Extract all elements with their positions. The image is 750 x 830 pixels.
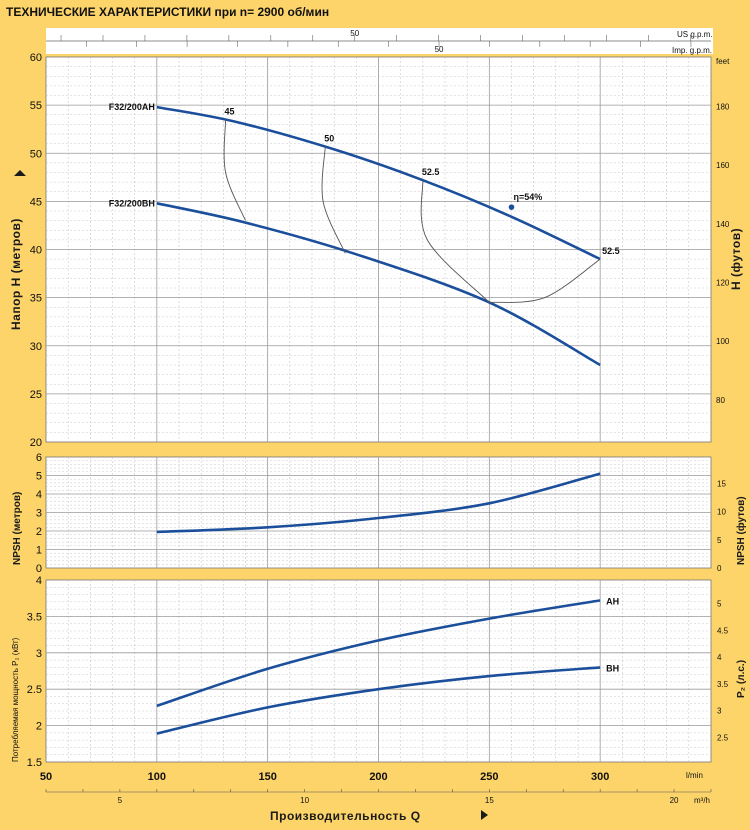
us-gpm-label: US g.p.m. [677,30,713,39]
npsh-right-tick-label: 15 [717,479,726,488]
head-y-title-right: H (футов) [729,228,743,290]
head-y-tick-label: 25 [30,389,42,401]
efficiency-label: 50 [324,134,334,144]
power-right-tick-label: 5 [717,599,722,608]
x-tick-label-lmin: 100 [148,771,166,783]
x-unit-lmin: l/min [686,771,703,780]
efficiency-eta-label: η=54% [514,192,543,202]
head-y-tick-label: 45 [30,196,42,208]
head-y-tick-label: 30 [30,341,42,353]
efficiency-iso-curve [223,119,246,221]
head-series-label: F32/200AH [109,102,155,112]
power-y-tick-label: 3 [36,648,42,660]
power-series-label: BH [606,663,619,673]
x-tick-label-lmin: 250 [480,771,498,783]
efficiency-label: 45 [225,107,235,117]
power-y-tick-label: 1.5 [27,757,42,769]
us-gpm-tick-label: 50 [350,29,359,38]
best-efficiency-point [508,204,515,210]
x-tick-label-m3h: 20 [670,796,679,805]
head-curve-f32-200bh [156,202,601,367]
tick-label-layer: 505020253035404550556001234561.522.533.5… [27,29,730,805]
x-tick-label-lmin: 300 [591,771,609,783]
efficiency-iso-curve [489,258,601,303]
x-unit-m3h: m³/h [694,796,710,805]
head-unit-feet: feet [716,57,730,66]
power-series-label: AH [606,596,619,606]
head-y-tick-label: 40 [30,245,42,257]
power-right-tick-label: 3.5 [717,680,729,689]
power-right-tick-label: 3 [717,707,722,716]
npsh-y-tick-label: 1 [36,545,42,557]
power-y-tick-label: 3.5 [27,611,42,623]
npsh-y-tick-label: 3 [36,508,42,520]
power-y-tick-label: 4 [36,575,42,587]
npsh-y-tick-label: 2 [36,526,42,538]
power-right-tick-label: 4.5 [717,626,729,635]
imp-gpm-tick-label: 50 [435,45,444,54]
power-curve-bh [156,666,601,735]
x-axis-title: Производительность Q [270,809,421,823]
head-right-tick-label: 100 [716,337,730,346]
power-y-title-right: P₂ (л.с.) [736,660,747,698]
head-right-tick-label: 160 [716,161,730,170]
npsh-y-title: NPSH (метров) [12,492,23,565]
head-right-tick-label: 180 [716,102,730,111]
head-right-tick-label: 120 [716,278,730,287]
power-y-tick-label: 2.5 [27,684,42,696]
npsh-y-tick-label: 5 [36,471,42,483]
head-right-tick-label: 80 [716,396,725,405]
head-y-tick-label: 35 [30,293,42,305]
x-tick-label-m3h: 10 [300,796,309,805]
curve-layer [156,105,601,735]
power-right-tick-label: 4 [717,653,722,662]
efficiency-iso-curve [321,146,346,254]
x-tick-label-m3h: 5 [118,796,123,805]
efficiency-label: 52.5 [422,167,440,177]
power-y-title: Потребляемая мощность P₂ (кВт) [11,637,20,762]
x-tick-label-lmin: 200 [369,771,387,783]
npsh-y-tick-label: 4 [36,489,42,501]
imp-gpm-label: Imp. g.p.m. [672,46,712,55]
panel-layer [45,28,713,793]
head-y-tick-label: 60 [30,52,42,64]
head-y-tick-label: 20 [30,437,42,449]
power-curve-ah [156,599,601,708]
power-right-tick-label: 2.5 [717,733,729,742]
npsh-right-tick-label: 5 [717,536,722,545]
npsh-y-tick-label: 6 [36,452,42,464]
npsh-curve [156,472,601,534]
npsh-y-tick-label: 0 [36,563,42,575]
x-tick-label-lmin: 50 [40,771,52,783]
npsh-y-title-right: NPSH (футов) [735,496,747,565]
npsh-right-tick-label: 0 [717,564,722,573]
head-right-tick-label: 140 [716,220,730,229]
efficiency-iso-curve [420,180,490,303]
x-tick-label-m3h: 15 [485,796,494,805]
head-axis-arrow-icon [14,170,26,176]
head-curve-f32-200ah [156,105,601,261]
efficiency-label: 52.5 [602,246,620,256]
npsh-right-tick-label: 10 [717,508,726,517]
head-y-title: Напор H (метров) [9,218,23,330]
x-tick-label-lmin: 150 [258,771,276,783]
head-series-label: F32/200BH [109,198,155,208]
flow-axis-arrow-icon [481,810,488,820]
chart-title: ТЕХНИЧЕСКИЕ ХАРАКТЕРИСТИКИ при n= 2900 о… [6,5,329,19]
head-y-tick-label: 50 [30,148,42,160]
head-y-tick-label: 55 [30,100,42,112]
power-y-tick-label: 2 [36,721,42,733]
